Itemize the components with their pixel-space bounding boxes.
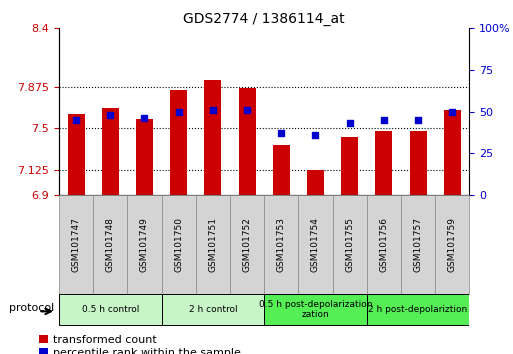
Title: GDS2774 / 1386114_at: GDS2774 / 1386114_at xyxy=(183,12,345,26)
Point xyxy=(311,132,320,138)
Bar xyxy=(170,90,187,195)
Text: GSM101755: GSM101755 xyxy=(345,217,354,272)
Text: GSM101752: GSM101752 xyxy=(243,217,251,272)
Bar xyxy=(341,137,358,195)
Text: GSM101756: GSM101756 xyxy=(380,217,388,272)
Text: 2 h control: 2 h control xyxy=(189,305,237,314)
FancyBboxPatch shape xyxy=(127,195,162,294)
FancyBboxPatch shape xyxy=(332,195,367,294)
Bar xyxy=(204,80,222,195)
Legend: transformed count, percentile rank within the sample: transformed count, percentile rank withi… xyxy=(39,335,241,354)
Point xyxy=(277,130,285,136)
Point xyxy=(106,112,114,118)
Text: GSM101749: GSM101749 xyxy=(140,217,149,272)
Text: GSM101753: GSM101753 xyxy=(277,217,286,272)
Text: GSM101759: GSM101759 xyxy=(448,217,457,272)
Point xyxy=(72,117,80,122)
FancyBboxPatch shape xyxy=(59,195,93,294)
Point xyxy=(174,109,183,114)
FancyBboxPatch shape xyxy=(264,195,299,294)
FancyBboxPatch shape xyxy=(435,195,469,294)
Bar xyxy=(444,110,461,195)
Point xyxy=(380,117,388,122)
FancyBboxPatch shape xyxy=(162,295,264,325)
Text: 0.5 h post-depolarization
zation: 0.5 h post-depolarization zation xyxy=(259,300,372,319)
FancyBboxPatch shape xyxy=(367,195,401,294)
FancyBboxPatch shape xyxy=(264,295,367,325)
Text: GSM101754: GSM101754 xyxy=(311,217,320,272)
Bar xyxy=(239,88,255,195)
Text: protocol: protocol xyxy=(9,303,54,313)
Text: 2 h post-depolariztion: 2 h post-depolariztion xyxy=(368,305,468,314)
Bar xyxy=(307,170,324,195)
FancyBboxPatch shape xyxy=(401,195,435,294)
Text: GSM101750: GSM101750 xyxy=(174,217,183,272)
Point xyxy=(209,107,217,113)
FancyBboxPatch shape xyxy=(230,195,264,294)
Text: 0.5 h control: 0.5 h control xyxy=(82,305,139,314)
Point xyxy=(346,120,354,126)
Point xyxy=(243,107,251,113)
FancyBboxPatch shape xyxy=(59,295,162,325)
FancyBboxPatch shape xyxy=(196,195,230,294)
FancyBboxPatch shape xyxy=(367,295,469,325)
FancyBboxPatch shape xyxy=(93,195,127,294)
Bar xyxy=(68,114,85,195)
Bar xyxy=(376,131,392,195)
Bar xyxy=(273,145,290,195)
Point xyxy=(141,115,149,121)
Point xyxy=(448,109,457,114)
Text: GSM101748: GSM101748 xyxy=(106,217,115,272)
FancyBboxPatch shape xyxy=(299,195,332,294)
Point xyxy=(414,117,422,122)
Bar xyxy=(102,108,119,195)
Text: GSM101757: GSM101757 xyxy=(413,217,423,272)
FancyBboxPatch shape xyxy=(162,195,196,294)
Bar xyxy=(409,131,427,195)
Text: GSM101747: GSM101747 xyxy=(72,217,81,272)
Bar xyxy=(136,119,153,195)
Text: GSM101751: GSM101751 xyxy=(208,217,218,272)
